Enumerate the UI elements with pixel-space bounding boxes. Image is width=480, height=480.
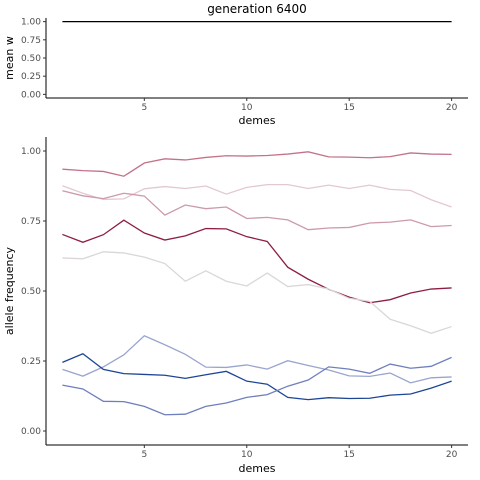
chart-title: generation 6400 xyxy=(207,2,307,16)
x-tick-label: 15 xyxy=(343,450,354,460)
series-line-3 xyxy=(62,190,452,231)
x-tick-label: 15 xyxy=(343,103,354,113)
y-tick-label: 0.50 xyxy=(21,287,41,297)
y-tick-label: 0.50 xyxy=(21,54,41,64)
allele-frequency-panel: 0.00 0.25 0.50 0.75 1.00 5 10 15 20 demes allele f… xyxy=(3,137,468,475)
y-tick-label: 0.25 xyxy=(21,72,41,82)
y-tick-label: 0.75 xyxy=(21,217,41,227)
x-tick-label: 5 xyxy=(141,450,147,460)
series-line-1 xyxy=(62,151,452,177)
y-tick-label: 1.00 xyxy=(21,18,41,28)
y-axis-title: mean w xyxy=(3,36,16,80)
x-tick-label: 10 xyxy=(241,103,253,113)
series-line-4 xyxy=(62,219,452,304)
x-axis-title: demes xyxy=(239,462,276,475)
x-axis-title: demes xyxy=(239,114,276,127)
y-tick-label: 1.00 xyxy=(21,147,41,157)
series-line-2 xyxy=(62,183,452,208)
series-line-6 xyxy=(62,335,452,384)
y-tick-label: 0.00 xyxy=(21,427,41,437)
y-axis-title: allele frequency xyxy=(3,246,16,335)
mean-w-panel: generation 6400 0.00 0.25 0.50 0.75 1.00 5 10 15… xyxy=(3,2,468,127)
y-tick-label: 0.75 xyxy=(21,36,41,46)
x-tick-label: 20 xyxy=(446,450,458,460)
x-tick-label: 5 xyxy=(141,103,147,113)
y-tick-label: 0.00 xyxy=(21,90,41,100)
series-line-7 xyxy=(62,352,452,401)
y-tick-label: 0.25 xyxy=(21,357,41,367)
series-line-8 xyxy=(62,356,452,416)
x-tick-label: 20 xyxy=(446,103,458,113)
x-tick-label: 10 xyxy=(241,450,253,460)
series-line-5 xyxy=(62,251,452,334)
